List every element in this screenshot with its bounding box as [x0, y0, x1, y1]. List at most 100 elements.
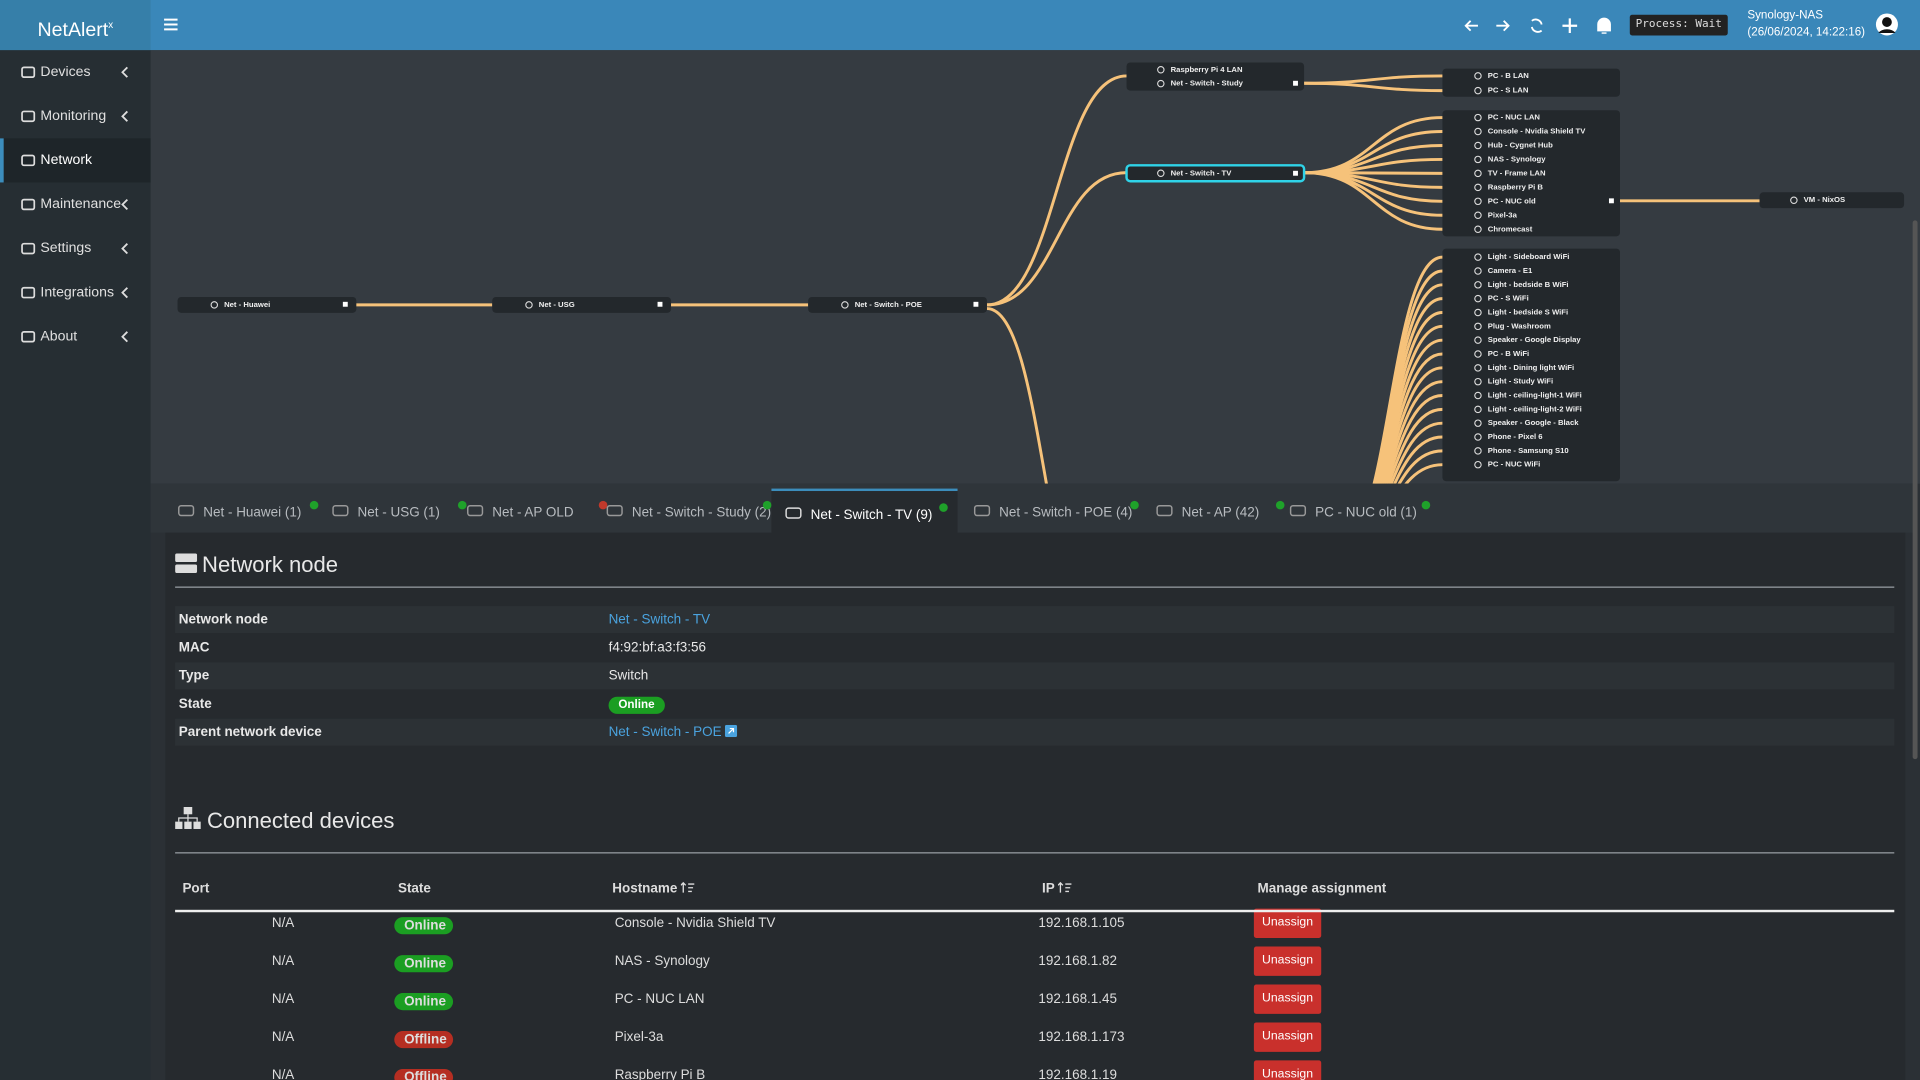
node-icon [525, 301, 533, 309]
tab[interactable]: Net - Huawei (1) [178, 489, 319, 533]
node-link[interactable]: Net - Switch - POE [608, 724, 722, 740]
tree-link [1304, 171, 1443, 231]
sync-icon[interactable] [1530, 18, 1543, 33]
tab[interactable]: Net - Switch - POE (4) [973, 489, 1139, 533]
sort-icon[interactable] [1057, 881, 1073, 894]
tab[interactable]: Net - AP OLD [467, 489, 608, 533]
unassign-button[interactable]: Unassign [1253, 946, 1322, 976]
node-label[interactable]: Light - bedside S WiFi [1488, 308, 1568, 317]
unassign-button[interactable]: Unassign [1253, 984, 1322, 1014]
chevron [121, 110, 128, 122]
node-box[interactable] [1442, 248, 1621, 482]
user-avatar[interactable] [1875, 12, 1899, 36]
node-label[interactable]: Net - USG [539, 300, 575, 309]
node-label[interactable]: Light - ceiling-light-2 WiFi [1488, 404, 1582, 413]
node-label[interactable]: VM - NixOS [1804, 195, 1846, 204]
hostname-link[interactable]: Pixel-3a [614, 1029, 664, 1045]
node-box[interactable] [177, 296, 357, 313]
unassign-button[interactable]: Unassign [1253, 908, 1322, 938]
scrollbar[interactable] [1912, 220, 1918, 760]
menu-item[interactable]: Maintenance [0, 182, 151, 226]
node-label[interactable]: Light - bedside B WiFi [1488, 280, 1569, 289]
node-label[interactable]: Light - Sideboard WiFi [1488, 252, 1570, 261]
node-label[interactable]: Pixel-3a [1488, 210, 1518, 219]
node-label[interactable]: Light - Dining light WiFi [1488, 363, 1574, 372]
node-label[interactable]: PC - S LAN [1488, 86, 1529, 95]
back-icon[interactable] [1464, 20, 1478, 32]
menu-item[interactable]: Devices [0, 50, 151, 94]
menu-item[interactable]: Network [0, 138, 155, 183]
menu-toggle[interactable] [163, 17, 180, 32]
column-header[interactable]: IP [1042, 881, 1073, 896]
tab[interactable]: Net - Switch - Study (2) [606, 489, 772, 533]
node-label[interactable]: PC - B LAN [1488, 71, 1530, 80]
menu-item[interactable]: Settings [0, 227, 151, 271]
node-label[interactable]: PC - S WiFi [1488, 294, 1529, 303]
tree-link [1393, 435, 1443, 484]
node-icon [1474, 169, 1482, 178]
server-name: Synology-NAS [1747, 8, 1823, 23]
node-label[interactable]: Hub - Cygnet Hub [1488, 141, 1553, 150]
node-label[interactable]: TV - Frame LAN [1488, 168, 1546, 177]
icon-shape [21, 154, 36, 167]
node-label[interactable]: Phone - Samsung S10 [1488, 446, 1569, 455]
hostname-link[interactable]: Raspberry Pi B [614, 1067, 706, 1080]
hostname-link[interactable]: PC - NUC LAN [614, 991, 705, 1007]
unassign-button[interactable]: Unassign [1253, 1022, 1322, 1052]
node-label[interactable]: Chromecast [1488, 224, 1533, 233]
node-icon [1474, 141, 1482, 150]
hostname-link[interactable]: NAS - Synology [614, 953, 710, 969]
column-label: Port [182, 881, 210, 897]
node-label[interactable]: Speaker - Google - Black [1488, 418, 1579, 427]
move-icon[interactable] [1562, 18, 1578, 34]
icon-shape [21, 330, 36, 343]
node-label[interactable]: Light - Study WiFi [1488, 377, 1553, 386]
node-label[interactable]: Net - Switch - POE [855, 300, 922, 309]
node-label[interactable]: PC - NUC LAN [1488, 113, 1541, 122]
selected-node[interactable] [1125, 164, 1306, 183]
node-link[interactable]: Net - Switch - TV [608, 612, 711, 627]
node-label[interactable]: Net - Huawei [224, 300, 270, 309]
tab[interactable]: Net - AP (42) [1156, 489, 1285, 533]
node-label[interactable]: NAS - Synology [1488, 154, 1546, 163]
node-box[interactable] [1126, 62, 1305, 91]
node-box[interactable] [808, 296, 987, 313]
menu-item[interactable]: About [0, 315, 151, 359]
node-label[interactable]: Light - ceiling-light-1 WiFi [1488, 391, 1582, 400]
tab[interactable]: Net - Switch - TV (9) [771, 488, 958, 533]
node-label[interactable]: PC - NUC old [1488, 196, 1536, 205]
node-box[interactable] [1759, 192, 1905, 209]
menu-icon [21, 242, 36, 255]
menu-item[interactable]: Monitoring [0, 94, 151, 138]
unassign-button[interactable]: Unassign [1253, 1060, 1322, 1080]
node-box[interactable] [1442, 110, 1621, 237]
node-label[interactable]: Phone - Pixel 6 [1488, 432, 1543, 441]
port-cell: N/A [271, 991, 295, 1007]
tab[interactable]: PC - NUC old (1) [1289, 489, 1431, 533]
forward-icon[interactable] [1496, 20, 1510, 32]
node-label[interactable]: PC - NUC WiFi [1488, 460, 1541, 469]
hostname-link[interactable]: Console - Nvidia Shield TV [614, 915, 776, 931]
menu-icon [21, 154, 36, 167]
menu-item[interactable]: Integrations [0, 271, 151, 315]
node-label[interactable]: Plug - Washroom [1488, 321, 1551, 330]
open-icon[interactable] [725, 724, 738, 738]
node-label[interactable]: Camera - E1 [1488, 266, 1533, 275]
column-header[interactable]: Hostname [612, 881, 696, 896]
node-label[interactable]: Console - Nvidia Shield TV [1488, 127, 1586, 136]
node-label[interactable]: Net - Switch - Study [1171, 79, 1244, 88]
node-label[interactable]: PC - B WiFi [1488, 349, 1529, 358]
node-label[interactable]: Net - Switch - TV [1171, 168, 1233, 177]
tree-link [986, 74, 1127, 307]
brand[interactable]: NetAlertx [0, 0, 151, 51]
node-icon [1474, 377, 1482, 386]
node-box[interactable] [492, 296, 672, 313]
node-box[interactable] [1442, 68, 1621, 97]
bell-icon[interactable] [1597, 17, 1611, 34]
tab[interactable]: Net - USG (1) [332, 489, 467, 533]
sort-icon[interactable] [680, 881, 696, 894]
node-label[interactable]: Raspberry Pi 4 LAN [1171, 65, 1243, 74]
node-icon [1474, 391, 1482, 400]
node-label[interactable]: Raspberry Pi B [1488, 182, 1544, 191]
node-label[interactable]: Speaker - Google Display [1488, 335, 1582, 344]
